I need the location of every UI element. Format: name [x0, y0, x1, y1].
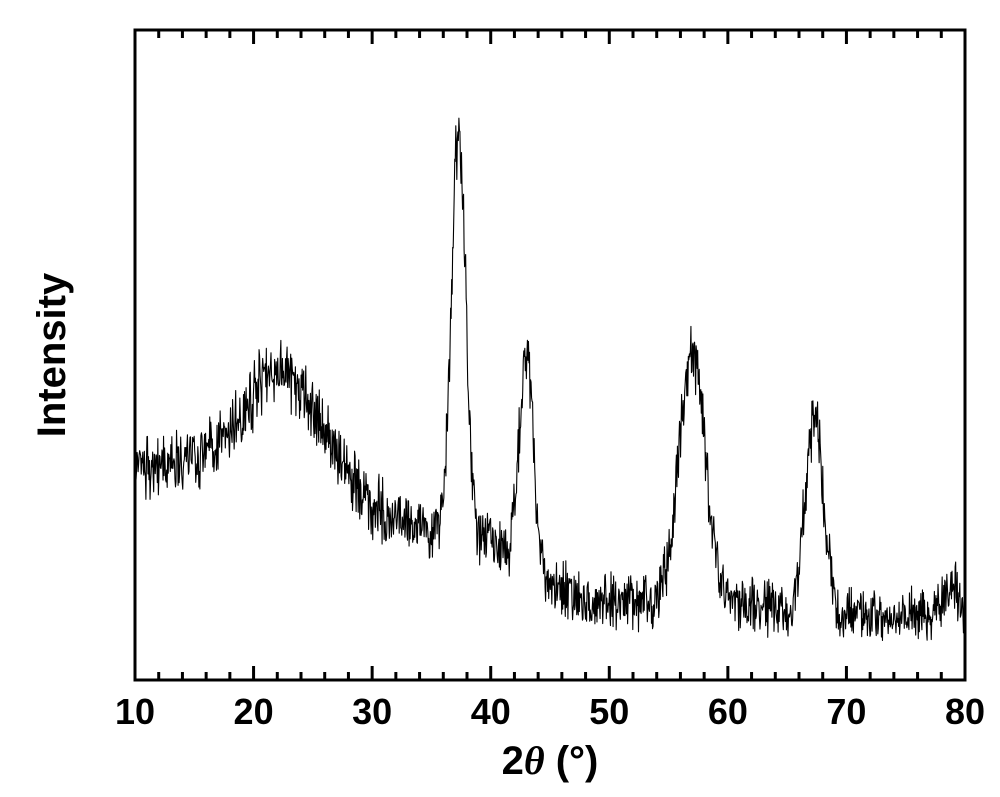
- x-tick-label: 70: [826, 691, 866, 732]
- x-tick-label: 80: [945, 691, 985, 732]
- y-axis-label: Intensity: [30, 272, 74, 437]
- x-tick-label: 40: [471, 691, 511, 732]
- xrd-chart: 10 20 30 40 50 60 70 80 2θ (°) Intensity: [0, 0, 1000, 797]
- x-tick-label: 60: [708, 691, 748, 732]
- x-tick-label: 10: [115, 691, 155, 732]
- x-tick-label: 30: [352, 691, 392, 732]
- x-tick-label: 50: [589, 691, 629, 732]
- x-tick-label: 20: [234, 691, 274, 732]
- chart-svg: 10 20 30 40 50 60 70 80 2θ (°) Intensity: [0, 0, 1000, 797]
- x-axis-label: 2θ (°): [502, 738, 599, 783]
